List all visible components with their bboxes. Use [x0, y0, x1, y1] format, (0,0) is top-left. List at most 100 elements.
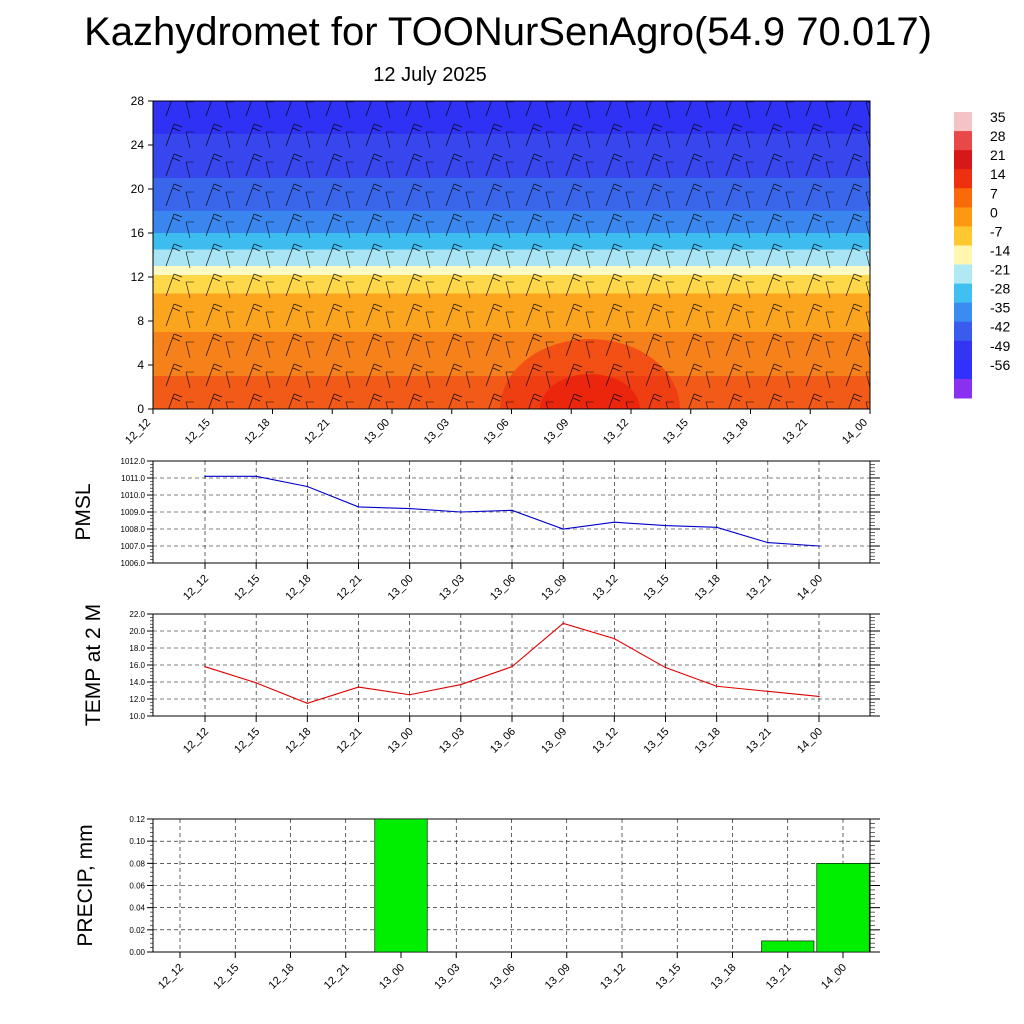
y-tick-label: 1009.0: [121, 508, 146, 517]
y-tick-label: 18.0: [129, 644, 145, 653]
data-point: [613, 637, 616, 640]
data-point: [460, 511, 462, 513]
y-axis-label: PRECIP, mm: [74, 824, 97, 946]
colorbar-label: 35: [990, 109, 1006, 125]
x-tick-label: 13_21: [780, 417, 810, 447]
x-tick-label: 13_21: [744, 726, 774, 756]
data-point: [818, 695, 820, 698]
x-tick-label: 13_06: [488, 726, 518, 756]
wind-barbs: [153, 101, 870, 409]
data-point: [664, 524, 667, 527]
pmsl-line-chart: 1006.0 1007.0 1008.0 1009.0 1010.0 1011.0 1012…: [72, 457, 880, 603]
data-bar: [816, 863, 870, 953]
data-point: [255, 682, 257, 684]
x-tick-label: 13_00: [362, 417, 392, 447]
x-tick-label: 13_15: [653, 962, 683, 992]
x-tick-label: 12_21: [335, 573, 365, 603]
colorbar-swatch: [954, 226, 972, 246]
colorbar-swatch: [954, 150, 972, 170]
colorbar-label: -7: [990, 223, 1003, 239]
colorbar-label: 7: [990, 185, 998, 201]
x-tick-label: 13_12: [598, 962, 628, 992]
x-tick-label: 13_18: [693, 573, 723, 603]
x-tick-label: 13_09: [539, 573, 569, 603]
data-point: [562, 528, 564, 530]
x-tick-label: 12_15: [183, 417, 213, 447]
colorbar-swatch: [954, 188, 972, 208]
y-tick-label: 1012.0: [121, 457, 146, 466]
y-tick-label: 0.10: [129, 837, 145, 846]
y-tick-label: 1006.0: [121, 559, 146, 568]
y-tick-label: 20.0: [129, 627, 145, 636]
x-tick-label: 13_15: [642, 573, 672, 603]
x-tick-label: 12_21: [322, 962, 352, 992]
colorbar-legend: 35 28 21 14 7 0 -7 -14 -21 -28 -35 -42 -49 -56: [954, 109, 1010, 399]
x-tick-label: 12_21: [335, 726, 365, 756]
x-tick-label: 13_03: [432, 962, 462, 992]
y-tick-label: 1007.0: [121, 542, 146, 551]
colorbar-label: -21: [990, 262, 1010, 278]
data-point: [511, 509, 513, 512]
y-tick-label: 1010.0: [121, 491, 146, 500]
x-tick-label: 13_15: [661, 417, 691, 447]
data-point: [818, 545, 820, 547]
x-tick-label: 12_18: [283, 573, 313, 603]
colorbar-swatch: [954, 378, 972, 399]
colorbar-label: -42: [990, 319, 1010, 335]
y-tick-label: 0.02: [129, 926, 145, 935]
x-tick-label: 12_12: [181, 573, 211, 603]
x-tick-label: 13_18: [709, 962, 739, 992]
data-point: [306, 702, 309, 705]
temperature-level-heatmap: 0 4 8 12 16 20 24 28 12_12 12_15 12_18 12_21 13_00 13…: [123, 94, 871, 447]
x-tick-label: 13_12: [590, 726, 620, 756]
y-tick-label: 12: [131, 270, 145, 284]
x-tick-label: 14_00: [795, 573, 825, 603]
colorbar-label: 0: [990, 204, 998, 220]
data-point: [408, 507, 411, 510]
x-tick-label: 14_00: [795, 726, 825, 756]
y-tick-label: 1011.0: [121, 474, 145, 483]
colorbar-swatch: [954, 169, 972, 189]
data-point: [613, 521, 616, 523]
y-tick-label: 14.0: [129, 678, 145, 687]
y-axis-label: PMSL: [72, 483, 95, 540]
data-point: [255, 475, 257, 478]
colorbar-swatch: [954, 302, 972, 323]
x-tick-label: 13_09: [543, 962, 573, 992]
y-axis-label: TEMP at 2 M: [82, 604, 105, 726]
data-bar: [761, 940, 815, 953]
chart-subtitle: 12 July 2025: [373, 64, 487, 86]
x-tick-label: 12_15: [211, 962, 241, 992]
x-tick-label: 13_06: [482, 417, 512, 447]
data-point: [562, 622, 564, 625]
data-bar: [374, 818, 428, 953]
colorbar-label: -14: [990, 242, 1010, 258]
y-tick-label: 0.12: [129, 815, 145, 824]
y-tick-label: 12.0: [129, 695, 145, 704]
x-tick-label: 12_15: [232, 726, 262, 756]
x-tick-label: 13_18: [721, 417, 751, 447]
colorbar-swatch: [954, 131, 972, 151]
x-tick-label: 14_00: [819, 962, 849, 992]
x-tick-label: 13_12: [601, 417, 631, 447]
data-point: [357, 506, 360, 508]
x-tick-label: 12_12: [156, 962, 186, 992]
x-tick-label: 14_00: [840, 417, 870, 447]
colorbar-swatch: [954, 321, 972, 342]
x-tick-label: 13_03: [422, 417, 452, 447]
data-point: [715, 685, 718, 688]
colorbar-label: 28: [990, 128, 1006, 144]
x-tick-label: 12_18: [267, 962, 297, 992]
y-tick-label: 28: [131, 94, 145, 108]
x-tick-label: 13_06: [488, 962, 518, 992]
y-tick-label: 0.04: [129, 904, 145, 913]
data-point: [715, 526, 718, 529]
colorbar-swatch: [954, 283, 972, 304]
colorbar-label: 14: [990, 166, 1006, 182]
x-tick-label: 13_00: [386, 573, 416, 603]
data-point: [204, 665, 206, 668]
chart-title: Kazhydromet for TOONurSenAgro(54.9 70.01…: [84, 10, 932, 54]
x-tick-label: 12_15: [232, 573, 262, 603]
data-point: [460, 683, 462, 686]
